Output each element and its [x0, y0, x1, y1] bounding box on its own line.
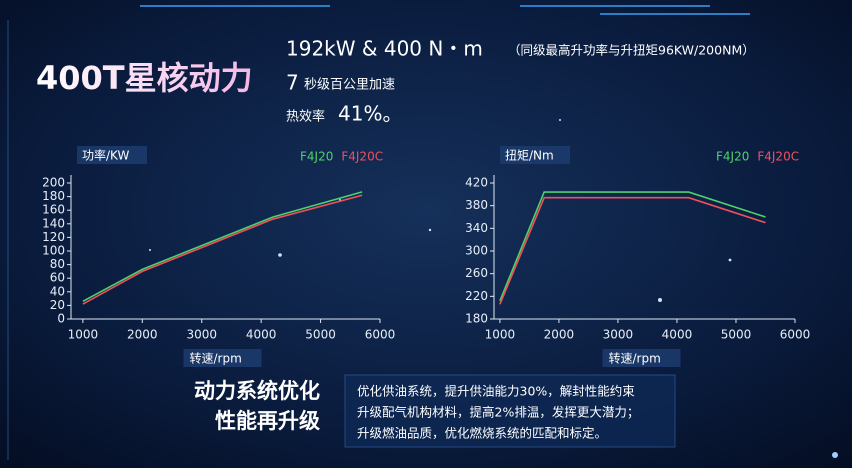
y-tick-label: 300: [465, 244, 488, 258]
legend-entry: F4J20: [716, 150, 749, 164]
x-tick-label: 1000: [68, 328, 99, 342]
x-tick-label: 4000: [662, 328, 693, 342]
y-tick-label: 200: [42, 176, 65, 190]
x-axis-label: 转速/rpm: [190, 351, 242, 366]
x-tick-label: 4000: [246, 328, 277, 342]
axis-label-box: [500, 146, 570, 164]
legend-entry: F4J20: [300, 150, 333, 164]
frame-decoration: [140, 5, 750, 15]
y-tick-label: 180: [42, 189, 65, 203]
spec-number: 41%。: [338, 102, 402, 126]
y-tick-label: 340: [465, 221, 488, 235]
y-tick-label: 160: [42, 203, 65, 217]
y-tick-label: 60: [50, 271, 65, 285]
y-tick-label: 40: [50, 284, 65, 298]
x-tick-label: 3000: [186, 328, 217, 342]
x-tick-label: 2000: [127, 328, 158, 342]
y-tick-label: 80: [50, 257, 65, 271]
y-tick-label: 260: [465, 266, 488, 280]
spec-note: （同级最高升功率与升扭矩96KW/200NM）: [508, 43, 755, 58]
y-tick-label: 380: [465, 198, 488, 212]
y-tick-label: 420: [465, 176, 488, 190]
footer-box: [344, 374, 676, 448]
footer-headline: 性能再升级: [215, 409, 320, 433]
x-tick-label: 5000: [305, 328, 336, 342]
y-tick-label: 20: [50, 298, 65, 312]
y-axis-label: 功率/KW: [82, 148, 129, 163]
y-tick-label: 180: [465, 312, 488, 326]
x-tick-label: 1000: [485, 328, 516, 342]
x-axis-label: 转速/rpm: [609, 351, 661, 366]
spec: 秒级百公里加速: [304, 78, 395, 93]
legend-entry: F4J20C: [757, 150, 799, 164]
x-tick-label: 3000: [603, 328, 634, 342]
footer-line: 升级燃油品质，优化燃烧系统的匹配和标定。: [357, 426, 607, 441]
legend-entry: F4J20C: [341, 150, 383, 164]
spec-number: 7: [286, 71, 299, 95]
data-line: [499, 191, 766, 302]
axis-label-box: [602, 349, 681, 367]
y-tick-label: 220: [465, 289, 488, 303]
spec: 192kW & 400 N・m: [286, 37, 483, 61]
footer-headline: 动力系统优化: [194, 379, 320, 403]
x-tick-label: 5000: [721, 328, 752, 342]
data-line: [499, 196, 766, 305]
x-tick-label: 2000: [544, 328, 575, 342]
stars: [149, 119, 838, 458]
data-line: [82, 191, 363, 303]
y-axis-label: 扭矩/Nm: [505, 149, 554, 163]
x-tick-label: 6000: [365, 328, 396, 342]
y-tick-label: 120: [42, 230, 65, 244]
axis-label-box: [183, 349, 262, 367]
data-line: [82, 194, 363, 305]
y-tick-label: 0: [57, 312, 65, 326]
x-tick-label: 6000: [780, 328, 811, 342]
headline: 400T星核动力: [36, 59, 253, 97]
axis-label-box: [77, 146, 147, 164]
y-tick-label: 100: [42, 244, 65, 258]
footer-line: 优化供油系统，提升供油能力30%，解封性能约束: [357, 384, 635, 399]
footer-line: 升级配气机构材料，提高2%排温，发挥更大潜力；: [357, 405, 639, 420]
y-tick-label: 140: [42, 216, 65, 230]
spec: 热效率: [286, 109, 325, 125]
